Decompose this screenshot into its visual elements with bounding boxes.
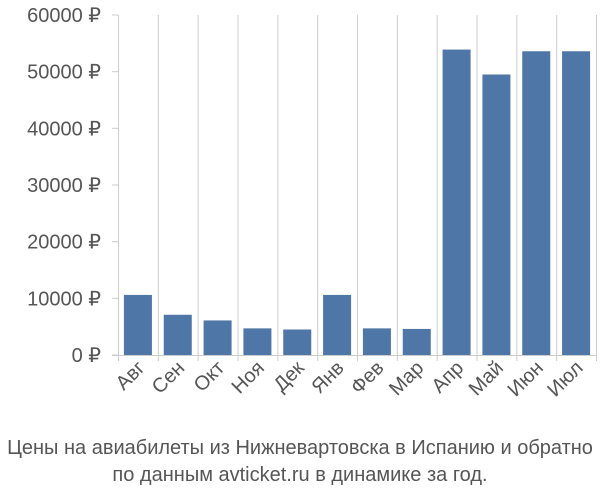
x-tick-label: Мар bbox=[385, 357, 428, 400]
x-tick-label: Сен bbox=[148, 357, 189, 398]
bar-Дек bbox=[283, 329, 312, 355]
chart-caption-line-2: по данным avticket.ru в динамике за год. bbox=[112, 464, 488, 486]
y-tick-label: 40000 ₽ bbox=[27, 118, 101, 140]
x-tick-label: Янв bbox=[308, 357, 349, 398]
y-tick-label: 0 ₽ bbox=[72, 345, 102, 367]
y-tick-label: 20000 ₽ bbox=[27, 232, 101, 254]
x-tick-label: Апр bbox=[428, 357, 469, 398]
bar-Янв bbox=[323, 294, 352, 355]
bar-Окт bbox=[203, 320, 232, 355]
x-tick-label: Май bbox=[465, 357, 508, 400]
bar-Апр bbox=[442, 49, 471, 356]
x-tick-label: Авг bbox=[112, 357, 150, 395]
y-tick-label: 50000 ₽ bbox=[27, 62, 101, 84]
bar-Фев bbox=[362, 328, 391, 355]
bar-chart: 0 ₽ 10000 ₽ 20000 ₽ 30000 ₽ 40000 ₽ 50000 ₽ 60… bbox=[27, 5, 597, 401]
bar-Июл bbox=[562, 51, 591, 356]
x-tick-label: Июл bbox=[543, 357, 587, 401]
x-tick-label: Дек bbox=[270, 357, 309, 396]
bar-Мар bbox=[402, 328, 431, 355]
chart-caption-line-1: Цены на авиабилеты из Нижневартовска в И… bbox=[7, 437, 593, 459]
y-tick-label: 10000 ₽ bbox=[27, 288, 101, 310]
bar-Авг bbox=[123, 294, 152, 355]
bar-Ноя bbox=[243, 328, 272, 355]
x-tick-label: Ноя bbox=[228, 357, 269, 398]
bar-Июн bbox=[522, 51, 551, 356]
x-tick-label: Июн bbox=[504, 357, 548, 401]
y-tick-label: 60000 ₽ bbox=[27, 5, 101, 27]
x-tick-label: Фев bbox=[347, 357, 389, 399]
x-tick-label: Окт bbox=[190, 357, 229, 396]
bar-Сен bbox=[163, 314, 192, 355]
y-tick-label: 30000 ₽ bbox=[27, 175, 101, 197]
bar-Май bbox=[482, 74, 511, 355]
